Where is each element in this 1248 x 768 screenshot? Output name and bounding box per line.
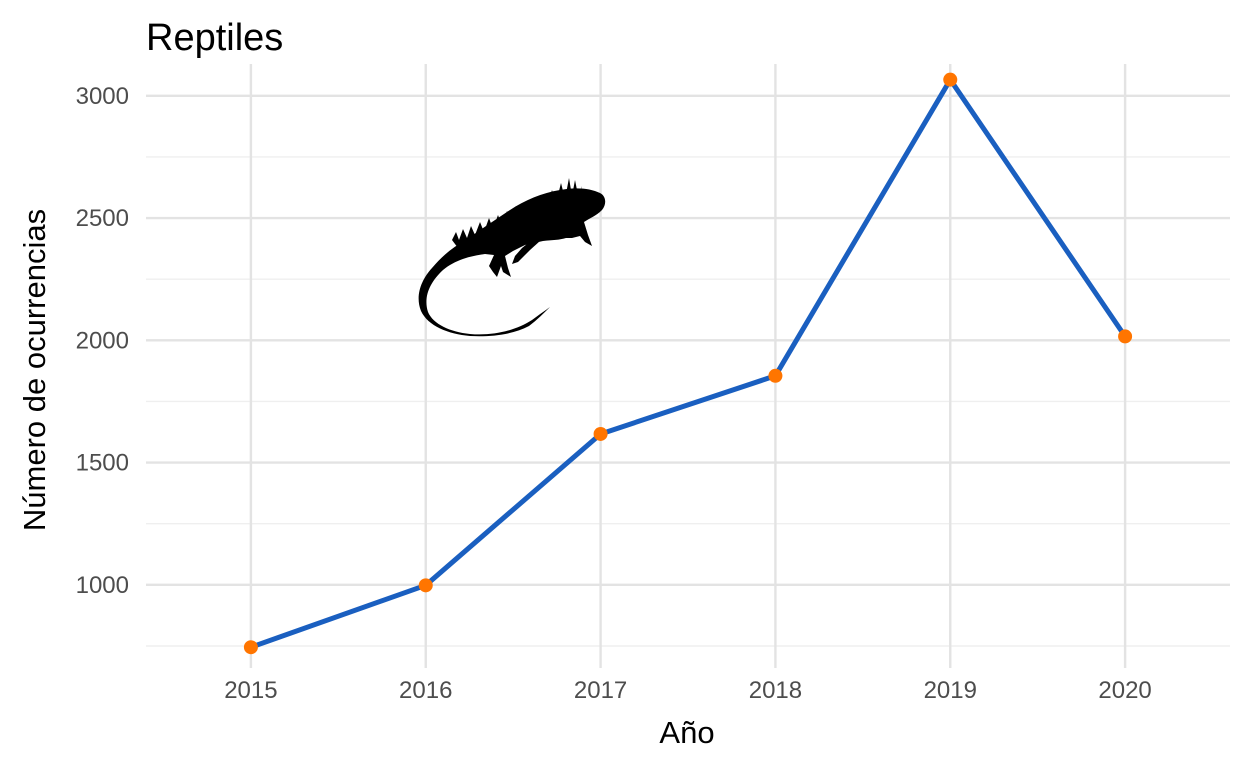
x-tick-label: 2019: [924, 677, 977, 704]
data-point: [943, 72, 958, 87]
x-tick-label: 2017: [574, 677, 627, 704]
data-points: [243, 72, 1133, 655]
y-axis-title: Número de ocurrencias: [17, 209, 52, 531]
x-axis-ticks: 2015 2016 2017 2018 2019 2020: [224, 677, 1152, 704]
grid: [146, 64, 1230, 668]
x-tick-label: 2018: [749, 677, 802, 704]
chart-title: Reptiles: [146, 17, 283, 59]
x-tick-label: 2016: [399, 677, 452, 704]
y-axis-ticks: 1000 1500 2000 2500 3000: [76, 83, 129, 599]
x-tick-label: 2015: [224, 677, 277, 704]
y-tick-label: 2000: [76, 327, 129, 354]
data-point: [418, 578, 433, 593]
y-tick-label: 3000: [76, 83, 129, 110]
data-point: [768, 368, 783, 383]
x-tick-label: 2020: [1098, 677, 1151, 704]
y-tick-label: 1000: [76, 572, 129, 599]
series-line: [248, 77, 1128, 650]
data-point: [593, 426, 608, 441]
y-tick-label: 2500: [76, 205, 129, 232]
x-axis-title: Año: [659, 715, 714, 750]
data-point: [243, 640, 258, 655]
y-tick-label: 1500: [76, 450, 129, 477]
data-point: [1118, 329, 1133, 344]
iguana-silhouette-icon: [418, 178, 606, 337]
